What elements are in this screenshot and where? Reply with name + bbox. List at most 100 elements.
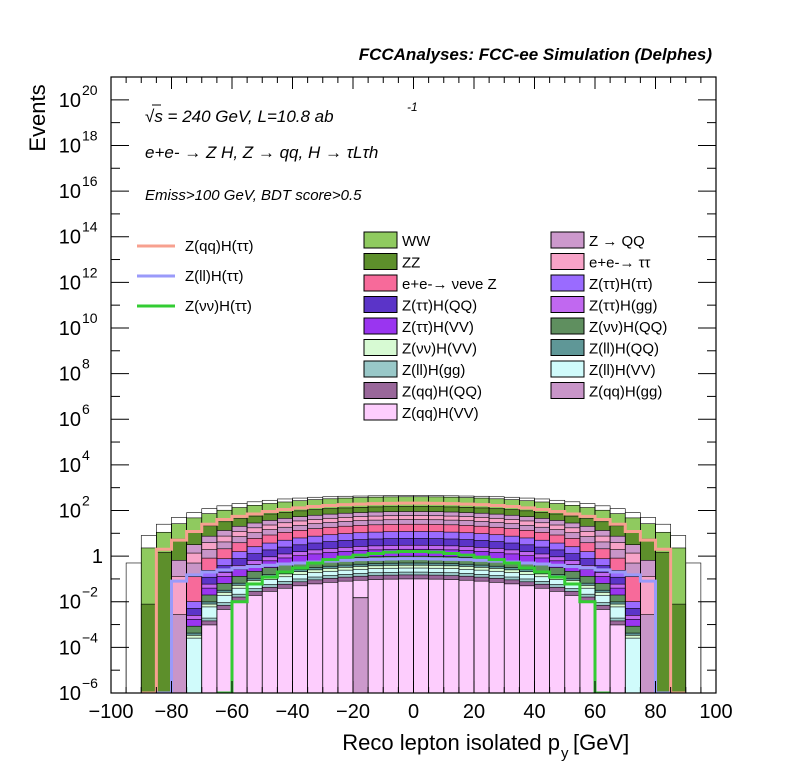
y-tick-exp-6: 6 <box>82 401 90 417</box>
process-annotation: e+e- → Z H, Z → qq, H → τLτh <box>145 143 378 162</box>
legend-bg-swatch-0 <box>363 231 398 249</box>
stack-bar-16-21 <box>519 585 535 693</box>
legend-bg-swatch-15 <box>550 382 585 399</box>
y-tick-label-10: 10 <box>59 227 81 249</box>
stack-bar-16-2 <box>231 600 248 693</box>
legend-bg-label-5: Z(ττ)H(ττ) <box>589 276 653 293</box>
stack-bar-16-9 <box>337 580 354 693</box>
legend-bg-label-13: Z(ll)H(VV) <box>589 362 656 379</box>
stack-bar-16-19 <box>488 582 505 693</box>
y-tick-exp-8: 10 <box>82 310 98 326</box>
legend-bg-swatch-2 <box>363 253 398 270</box>
x-tick-label-10: 100 <box>699 701 732 723</box>
legend: Z(qq)H(ττ) Z(ll)H(ττ) Z(νν)H(ττ) WW Z → QQ ZZ… <box>137 231 667 422</box>
stack-bar-16-0 <box>201 624 218 693</box>
stack-bar-16-13 <box>398 578 414 693</box>
x-axis-label-sub: y <box>561 745 569 762</box>
y-tick-exp-2: −2 <box>82 584 98 600</box>
legend-bg-label-4: e+e-→ νeνe Z <box>402 276 497 293</box>
y-tick-exp-0: −6 <box>82 675 98 691</box>
legend-bg-label-9: Z(νν)H(QQ) <box>589 319 667 336</box>
stack-bar-1-34 <box>655 552 671 693</box>
legend-bg-swatch-8 <box>363 317 398 335</box>
stack-bar-16-18 <box>473 580 490 693</box>
legend-bg-swatch-6 <box>363 296 398 313</box>
x-tick-label-9: 80 <box>644 701 666 723</box>
lumi-exponent: -1 <box>407 100 418 114</box>
legend-bg-swatch-4 <box>363 274 398 292</box>
plot-area <box>111 495 716 693</box>
stack-bar-16-5 <box>277 587 293 693</box>
special-bin-0 <box>352 597 369 693</box>
y-tick-label-1: 10 <box>59 637 81 659</box>
y-axis-label: Events <box>25 84 50 151</box>
y-tick-label-7: 10 <box>59 364 81 386</box>
stack-bar-13-0 <box>186 637 203 693</box>
legend-bg-swatch-14 <box>363 382 398 399</box>
stack-bar-16-3 <box>246 595 263 693</box>
x-tick-label-8: 60 <box>584 701 606 723</box>
legend-bg-swatch-11 <box>550 339 585 356</box>
stack-bar-1-0 <box>140 603 157 693</box>
stack-bar-16-16 <box>443 579 460 693</box>
stack-bar-16-6 <box>292 585 308 693</box>
stack-bar-16-4 <box>261 591 278 693</box>
legend-bg-swatch-10 <box>363 339 398 356</box>
y-tick-label-13: 10 <box>59 90 81 112</box>
stack-bar-16-1 <box>216 609 233 693</box>
annotations: √s = 240 GeV, L=10.8 ab -1 e+e- → Z H, Z →… <box>145 100 418 204</box>
legend-bg-swatch-1 <box>550 231 585 249</box>
energy-annotation: √s = 240 GeV, L=10.8 ab <box>145 107 334 126</box>
stack-bar-16-24 <box>564 595 581 693</box>
stack-bar-13-29 <box>624 637 641 693</box>
y-tick-exp-13: 20 <box>82 82 98 98</box>
legend-bg-swatch-9 <box>550 317 585 335</box>
histogram-stack <box>111 495 716 693</box>
stack-bar-16-7 <box>307 583 324 693</box>
legend-bg-swatch-3 <box>550 253 585 270</box>
stack-bar-16-20 <box>503 583 520 693</box>
x-tick-label-3: −40 <box>276 701 310 723</box>
signal-line-0 <box>141 501 686 693</box>
y-tick-label-3: 1 <box>92 546 103 568</box>
x-axis-label-unit: [GeV] <box>573 730 629 755</box>
y-tick-exp-5: 4 <box>82 447 90 463</box>
legend-bg-label-3: e+e-→ ττ <box>589 255 651 272</box>
y-tick-exp-4: 2 <box>82 492 90 508</box>
x-tick-label-7: 40 <box>523 701 545 723</box>
legend-signal-label-0: Z(qq)H(ττ) <box>185 238 254 255</box>
legend-bg-swatch-5 <box>550 274 585 292</box>
stack-bar-1-1 <box>156 552 172 693</box>
legend-bg-swatch-13 <box>550 360 585 378</box>
y-tick-label-11: 10 <box>59 181 81 203</box>
legend-bg-label-12: Z(ll)H(gg) <box>402 362 465 379</box>
stack-bar-16-8 <box>322 582 339 693</box>
x-tick-label-4: −20 <box>336 701 370 723</box>
legend-bg-label-14: Z(qq)H(QQ) <box>402 384 482 401</box>
y-tick-label-2: 10 <box>59 592 81 614</box>
legend-bg-label-7: Z(ττ)H(gg) <box>589 298 658 315</box>
x-tick-label-6: 20 <box>463 701 485 723</box>
y-tick-exp-12: 18 <box>82 127 98 143</box>
y-tick-exp-10: 14 <box>82 219 98 235</box>
stack-bar-16-12 <box>382 578 399 693</box>
x-tick-label-2: −60 <box>215 701 249 723</box>
stack-bar-1-35 <box>670 603 687 693</box>
axes: −100 −80 −60 −40 −20 0 20 40 60 80 10010−610−410−2… <box>25 76 733 762</box>
chart-title: FCCAnalyses: FCC-ee Simulation (Delphes) <box>359 45 713 64</box>
legend-signal-label-1: Z(ll)H(ττ) <box>185 268 244 285</box>
signal-line-1 <box>156 557 671 693</box>
legend-bg-swatch-16 <box>363 403 398 421</box>
stack-bar-16-26 <box>594 609 611 693</box>
legend-bg-label-8: Z(ττ)H(VV) <box>402 319 474 336</box>
y-tick-exp-9: 12 <box>82 264 98 280</box>
stack-bar-16-14 <box>413 578 429 693</box>
legend-bg-label-10: Z(νν)H(VV) <box>402 341 477 358</box>
x-tick-label-1: −80 <box>155 701 189 723</box>
y-tick-label-8: 10 <box>59 318 81 340</box>
stack-bar-16-22 <box>534 587 550 693</box>
legend-bg-label-1: Z → QQ <box>589 233 645 250</box>
x-tick-label-0: −100 <box>88 701 133 723</box>
stack-bar-16-25 <box>579 600 596 693</box>
